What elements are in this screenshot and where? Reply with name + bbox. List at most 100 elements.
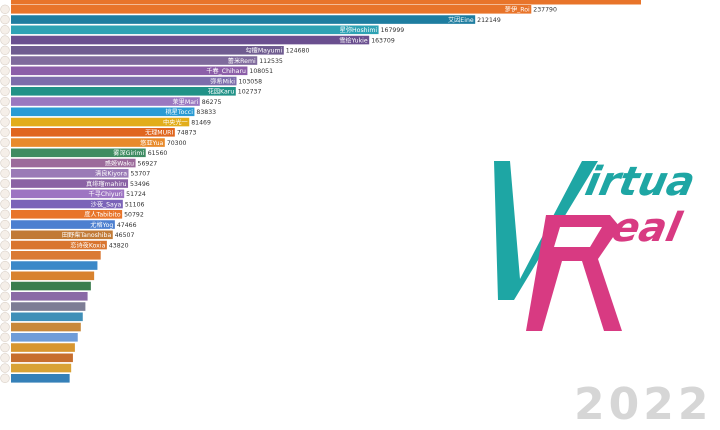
bar-row: 艾因Eine 212149 <box>0 14 501 25</box>
bar <box>11 220 115 229</box>
bar <box>11 76 237 86</box>
avatar-icon <box>0 250 10 261</box>
bar <box>11 353 73 363</box>
bar <box>11 261 98 270</box>
bar-row: 雾深Girimi 61560 <box>0 148 168 158</box>
bar-row: 蕾米Remi 112535 <box>0 55 283 66</box>
avatar-icon <box>0 86 10 97</box>
bar-row: 雪绘Yukie 163709 <box>0 35 395 45</box>
bar-row: 千寻Chiyuri 51724 <box>0 189 146 199</box>
bar-value: 53707 <box>131 171 151 178</box>
virtua-real-logo: irtua eal <box>494 157 699 331</box>
bar <box>11 210 123 219</box>
bar-row: 尤格Yog 47466 <box>0 219 137 230</box>
avatar-icon <box>0 189 10 199</box>
bar-label: 勾檀Mayumi <box>245 47 282 55</box>
bar-row <box>0 353 73 363</box>
bar-value: 43820 <box>109 242 129 249</box>
bar <box>11 230 113 240</box>
bar <box>11 117 190 127</box>
bar-value: 112535 <box>259 58 283 65</box>
bar-label: 艾因Eine <box>448 16 474 24</box>
bar <box>11 15 476 24</box>
bar-row: 花园Karu 102737 <box>0 86 261 97</box>
bar-label: 沙夜_Saya <box>91 200 122 208</box>
bar-value: 124680 <box>286 48 310 55</box>
bar <box>11 66 248 76</box>
bar-row <box>0 291 88 301</box>
avatar-icon <box>0 178 10 189</box>
bar <box>11 312 83 322</box>
bar-row <box>0 322 81 332</box>
avatar-icon <box>0 107 10 117</box>
bar-row: 桃星Tocci 83833 <box>0 107 216 117</box>
bar-row: 弥希Miki 103058 <box>0 76 262 86</box>
bar <box>11 35 370 45</box>
bar-label: 清良Kiyora <box>95 170 127 178</box>
avatar-icon <box>0 291 10 301</box>
bar <box>11 158 136 168</box>
bar-label: 惑姬Waku <box>105 159 134 167</box>
bar-row <box>0 250 101 261</box>
bar-row <box>0 301 86 312</box>
bar <box>11 281 91 291</box>
bar-value: 83833 <box>196 109 216 116</box>
bar-value: 70300 <box>167 140 187 147</box>
bar-value: 56927 <box>138 160 158 167</box>
bar-row <box>0 260 98 271</box>
avatar-icon <box>0 301 10 312</box>
bar <box>11 271 95 281</box>
bar-row: 清良Kiyora 53707 <box>0 168 151 179</box>
bar-value: 108051 <box>249 68 273 75</box>
bar-value: 61560 <box>148 150 168 157</box>
avatar-icon <box>0 137 10 148</box>
avatar-icon <box>0 363 10 373</box>
bar-row: 惑姬Waku 56927 <box>0 158 158 168</box>
bar <box>11 343 75 352</box>
bar-value: 47466 <box>117 222 137 229</box>
bar <box>11 107 195 117</box>
avatar-icon <box>0 127 10 138</box>
avatar-icon <box>0 168 10 179</box>
bar-value: 167999 <box>381 27 405 34</box>
avatar-icon <box>0 332 10 342</box>
bar-row <box>0 312 83 322</box>
avatar-icon <box>0 353 10 363</box>
bar <box>11 5 532 14</box>
bar-value: 51106 <box>125 201 145 208</box>
bar-row: 萝伊_Roi 237790 <box>0 4 557 15</box>
avatar-icon <box>0 281 10 291</box>
avatar-icon <box>0 260 10 271</box>
bar-label: 度人Tabibito <box>84 211 121 219</box>
bar-label: 真绯瑠mahiru <box>86 180 127 188</box>
bar-label: 悠亚Yua <box>140 139 163 147</box>
bar <box>11 128 175 137</box>
bar-label: 千春_Chiharu <box>206 67 246 75</box>
bar-label: 弥希Miki <box>210 77 235 85</box>
bar-label: 尤格Yog <box>90 221 113 229</box>
bar-row: 度人Tabibito 50792 <box>0 209 144 220</box>
bar-row: 无理MURI 74873 <box>0 127 197 138</box>
bar-row: 中央光一 81469 <box>0 117 211 127</box>
logo-text-virtua: irtua <box>581 157 699 204</box>
bar <box>11 25 379 35</box>
avatar-icon <box>0 342 10 353</box>
bar-row <box>0 271 95 281</box>
bar-row: 沙夜_Saya 51106 <box>0 199 145 209</box>
bar-value: 50792 <box>124 212 144 219</box>
avatar-icon <box>0 312 10 322</box>
bar-value: 103058 <box>238 78 262 85</box>
bar-value: 86275 <box>202 99 222 106</box>
avatar-icon <box>0 55 10 66</box>
bar-label: 无理MURI <box>145 130 174 137</box>
bar-label: 雪绘Yukie <box>339 36 368 44</box>
bar <box>11 240 107 250</box>
bar-label: 茉里Mari <box>172 98 198 106</box>
avatar-icon <box>0 66 10 76</box>
avatar-icon <box>0 148 10 158</box>
bar <box>11 322 81 332</box>
bar-row <box>0 373 70 383</box>
bar-row <box>0 342 75 353</box>
bar-label: 花园Karu <box>208 88 235 96</box>
